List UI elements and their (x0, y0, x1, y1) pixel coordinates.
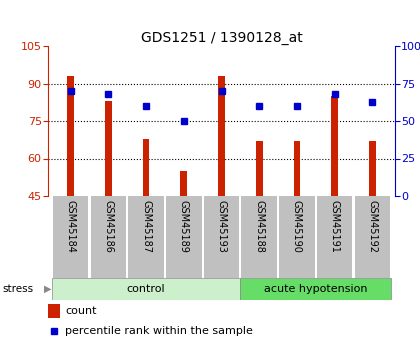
Bar (143, 138, 150, 196)
Bar (317, 196, 352, 278)
Text: GSM45186: GSM45186 (103, 200, 113, 253)
Text: GSM45189: GSM45189 (179, 200, 189, 253)
Text: GSM45188: GSM45188 (254, 200, 264, 253)
Bar (180, 171, 187, 196)
Text: GSM45184: GSM45184 (66, 200, 76, 253)
Text: GSM45190: GSM45190 (292, 200, 302, 253)
Bar (331, 96, 338, 196)
Bar (105, 101, 112, 196)
Bar (241, 196, 277, 278)
Bar (48, 304, 60, 318)
Title: GDS1251 / 1390128_at: GDS1251 / 1390128_at (141, 31, 302, 45)
Bar (52, 278, 240, 300)
Bar (204, 196, 239, 278)
Text: GSM45187: GSM45187 (141, 200, 151, 253)
Bar (67, 76, 74, 196)
Text: GSM45192: GSM45192 (368, 200, 377, 253)
Bar (279, 196, 315, 278)
Bar (166, 196, 202, 278)
Bar (369, 141, 376, 196)
Text: stress: stress (2, 284, 33, 294)
Text: GSM45191: GSM45191 (330, 200, 340, 253)
Bar (53, 196, 88, 278)
Text: control: control (127, 284, 165, 294)
Bar (240, 278, 391, 300)
Text: count: count (66, 306, 97, 316)
Text: GSM45193: GSM45193 (216, 200, 226, 253)
Text: acute hypotension: acute hypotension (264, 284, 368, 294)
Bar (354, 196, 390, 278)
Bar (256, 141, 262, 196)
Text: ▶: ▶ (44, 284, 52, 294)
Bar (218, 76, 225, 196)
Bar (91, 196, 126, 278)
Bar (129, 196, 164, 278)
Text: percentile rank within the sample: percentile rank within the sample (66, 326, 253, 336)
Bar (294, 141, 300, 196)
